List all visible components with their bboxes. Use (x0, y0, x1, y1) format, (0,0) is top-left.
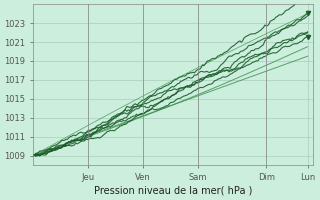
X-axis label: Pression niveau de la mer( hPa ): Pression niveau de la mer( hPa ) (94, 186, 252, 196)
